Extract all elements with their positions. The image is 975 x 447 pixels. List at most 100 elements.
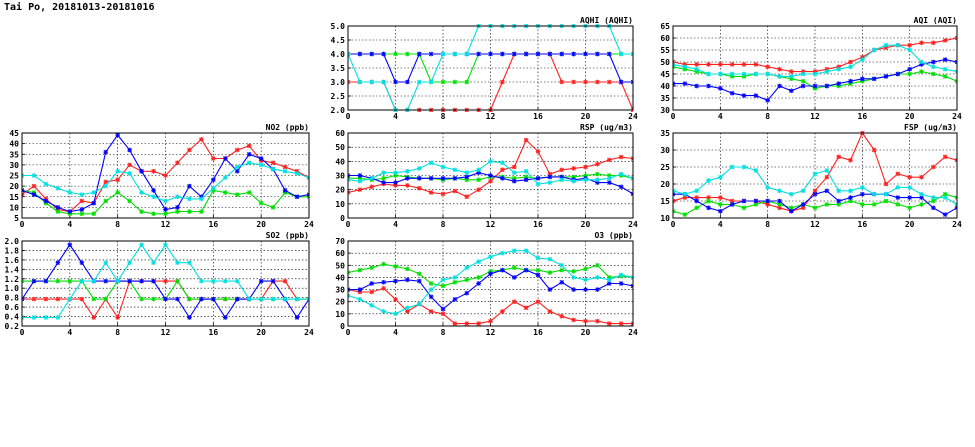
y-tick-label: 10 [9, 203, 19, 212]
data-point [860, 185, 865, 190]
data-point [919, 191, 924, 197]
data-point [67, 190, 73, 195]
data-point [931, 64, 936, 70]
y-tick-label: 5 [14, 214, 19, 223]
data-point [258, 162, 264, 168]
data-point [559, 313, 565, 319]
data-point [673, 191, 676, 197]
data-point [547, 174, 553, 180]
data-point [500, 51, 505, 57]
data-point [416, 301, 422, 307]
data-point [464, 170, 470, 175]
data-point [883, 42, 889, 48]
data-point [369, 303, 375, 308]
data-point [187, 147, 192, 153]
data-point [836, 154, 841, 160]
data-point [369, 289, 375, 295]
x-tick-label: 20 [256, 328, 266, 337]
data-point [571, 275, 576, 280]
data-point [706, 195, 711, 200]
data-point [22, 278, 25, 284]
data-point [848, 195, 853, 200]
plot-frame [672, 132, 958, 219]
data-point [416, 79, 422, 85]
data-point [452, 275, 458, 280]
data-point [476, 275, 481, 280]
data-point [282, 164, 288, 170]
data-point [860, 76, 865, 82]
data-point [753, 62, 759, 67]
data-point [800, 202, 806, 207]
data-point [348, 79, 351, 85]
data-point [618, 171, 624, 177]
data-point [187, 183, 192, 189]
data-point [789, 74, 794, 79]
data-point [583, 51, 588, 57]
data-point [187, 260, 192, 266]
data-point [583, 177, 588, 183]
data-point [706, 205, 711, 211]
data-point [871, 76, 877, 82]
y-tick-label: 20 [9, 182, 19, 191]
data-point [163, 242, 168, 248]
data-point [931, 59, 936, 65]
data-point [151, 194, 156, 200]
y-tick-label: 5.0 [331, 22, 346, 31]
data-point [405, 183, 410, 188]
data-point [718, 208, 723, 214]
data-point [43, 198, 49, 204]
data-point [139, 242, 144, 248]
y-tick-label: 35 [660, 94, 670, 103]
x-tick-label: 24 [952, 112, 962, 121]
y-tick-label: 0.2 [5, 322, 20, 331]
y-tick-label: 2.5 [331, 92, 346, 101]
data-point [211, 278, 216, 284]
plot-frame [347, 240, 634, 327]
data-point [151, 278, 156, 284]
y-tick-label: 40 [660, 82, 670, 91]
data-point [595, 79, 600, 85]
data-point [440, 306, 446, 312]
data-point [428, 79, 434, 85]
data-point [848, 188, 853, 194]
y-tick-label: 30 [660, 106, 670, 115]
data-point [440, 79, 446, 85]
data-point [618, 184, 624, 190]
data-point [348, 270, 351, 275]
x-tick-label: 24 [952, 220, 962, 229]
data-point [547, 256, 553, 262]
data-point [789, 88, 794, 94]
y-tick-label: 1.6 [5, 256, 20, 265]
data-point [294, 296, 300, 302]
data-point [895, 42, 901, 48]
data-point [694, 188, 699, 194]
data-point [800, 188, 806, 194]
data-point [511, 51, 517, 57]
data-point [753, 93, 759, 98]
data-point [500, 267, 505, 273]
data-point [848, 78, 853, 84]
data-point [452, 188, 458, 194]
x-tick-label: 20 [905, 112, 915, 121]
data-point [67, 296, 73, 302]
data-point [583, 266, 588, 272]
data-point [282, 188, 288, 193]
y-tick-label: 40 [335, 157, 345, 166]
series-D [22, 160, 309, 204]
data-point [729, 164, 735, 170]
x-tick-label: 4 [67, 328, 72, 337]
data-point [440, 283, 446, 289]
data-point [369, 79, 375, 85]
data-point [405, 168, 410, 174]
data-point [954, 195, 957, 200]
data-point [673, 208, 676, 214]
data-point [79, 211, 85, 217]
chart-fsp: FSP (ug/m3) 0 4 8 12 16 20 24 10 15 20 25 30 35 [660, 123, 962, 229]
data-point [428, 190, 434, 195]
data-point [416, 271, 422, 277]
data-point [871, 191, 877, 197]
data-point [211, 156, 216, 161]
chart-rsp: RSP (ug/m3) 0 4 8 12 16 20 24 0 10 20 30 40 50 60 [335, 123, 638, 229]
data-point [476, 187, 481, 192]
data-point [199, 209, 204, 214]
